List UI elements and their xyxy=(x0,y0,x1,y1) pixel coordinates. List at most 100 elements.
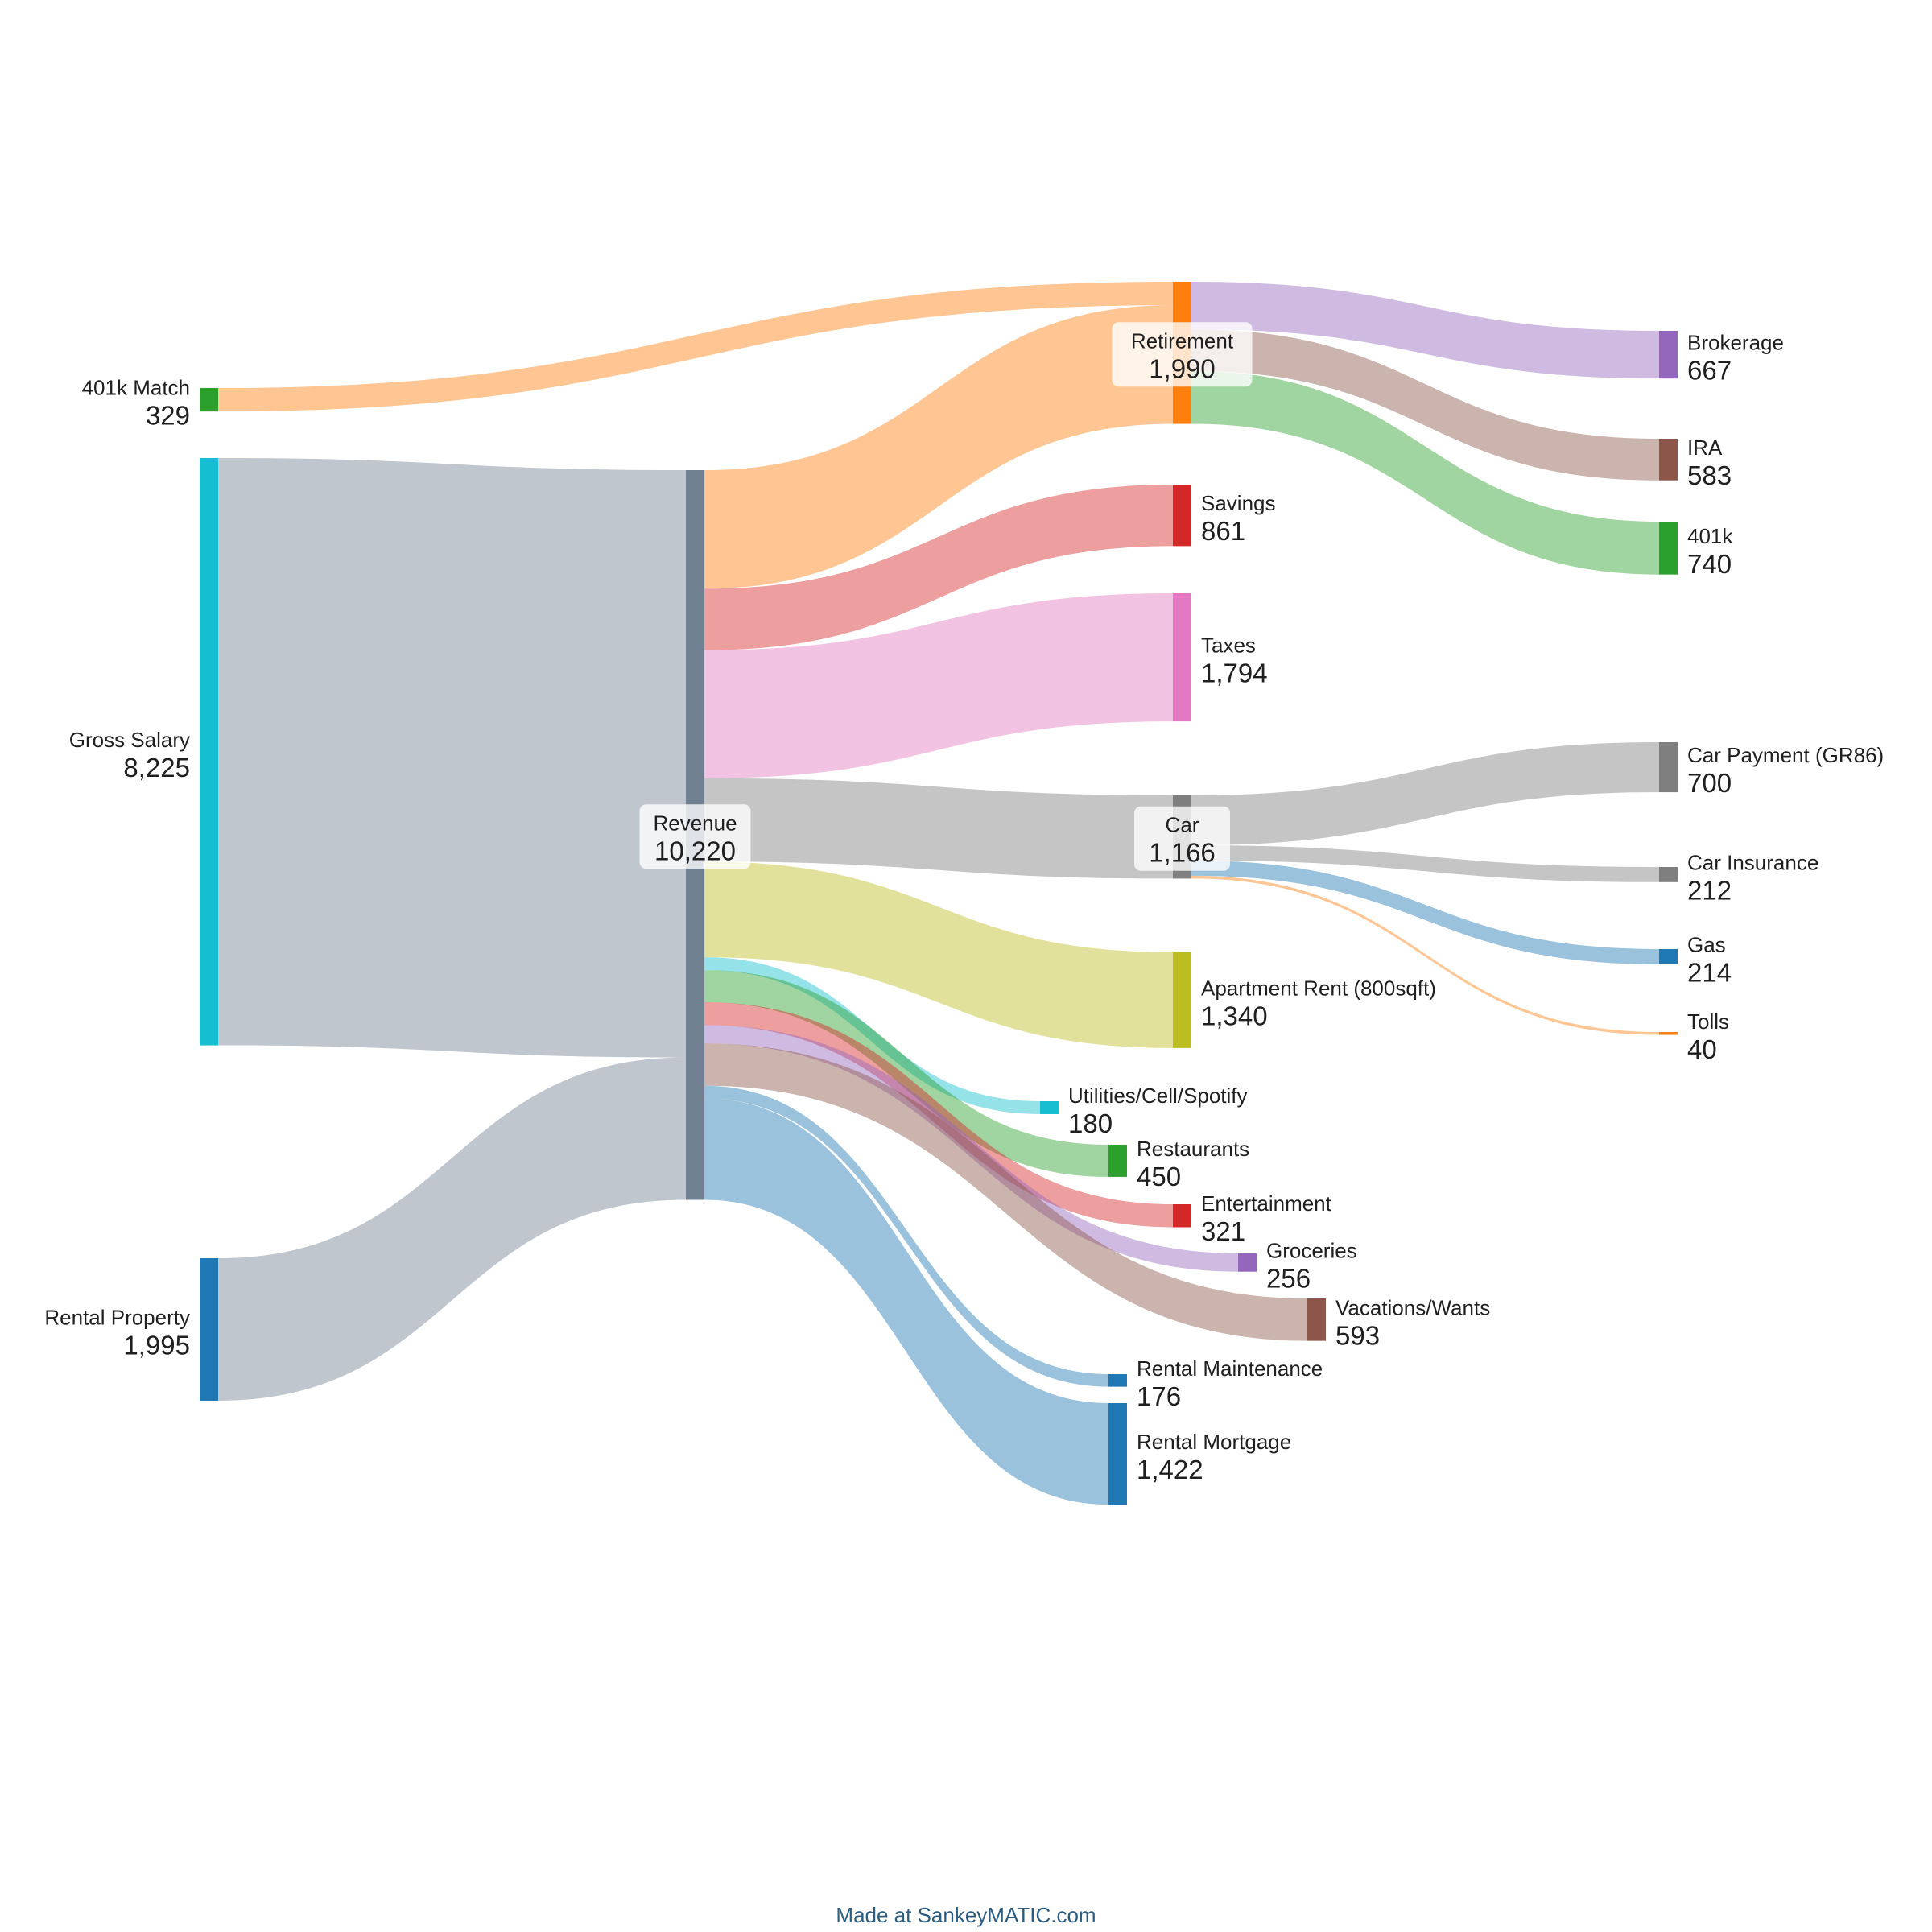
flow-revenue-to-vacations-wants[interactable] xyxy=(704,1043,1307,1341)
node-value-taxes: 1,794 xyxy=(1201,658,1268,688)
flow-rental-property-to-revenue[interactable] xyxy=(218,1057,686,1401)
node-label-rental-maintenance: Rental Maintenance xyxy=(1137,1356,1323,1381)
flow-retirement-to-brokerage[interactable] xyxy=(1191,282,1659,379)
node-401k-match[interactable] xyxy=(200,388,218,412)
node-taxes[interactable] xyxy=(1173,593,1191,722)
flow-revenue-to-utilities-cell-spotify[interactable] xyxy=(704,957,1040,1114)
node-restaurants[interactable] xyxy=(1108,1145,1127,1177)
flow-revenue-to-taxes[interactable] xyxy=(704,593,1173,778)
node-tolls[interactable] xyxy=(1659,1032,1678,1035)
node-value-brokerage: 667 xyxy=(1687,356,1732,386)
node-value-utilities-cell-spotify: 180 xyxy=(1068,1108,1113,1138)
node-value-car: 1,166 xyxy=(1149,838,1216,868)
node-401k[interactable] xyxy=(1659,522,1678,575)
node-value-savings: 861 xyxy=(1201,516,1245,546)
label-apartment-rent-800sqft: Apartment Rent (800sqft)1,340 xyxy=(1201,976,1436,1030)
node-label-brokerage: Brokerage xyxy=(1687,331,1784,355)
node-label-retirement: Retirement xyxy=(1131,328,1234,353)
node-value-retirement: 1,990 xyxy=(1149,353,1216,383)
node-utilities-cell-spotify[interactable] xyxy=(1040,1101,1059,1114)
node-label-utilities-cell-spotify: Utilities/Cell/Spotify xyxy=(1068,1084,1248,1108)
flow-retirement-to-ira[interactable] xyxy=(1191,329,1659,481)
node-value-groceries: 256 xyxy=(1266,1263,1311,1293)
node-value-401k: 740 xyxy=(1687,549,1732,579)
label-background xyxy=(1134,806,1230,871)
node-label-tolls: Tolls xyxy=(1687,1009,1729,1034)
node-savings[interactable] xyxy=(1173,485,1191,547)
node-label-entertainment: Entertainment xyxy=(1201,1191,1332,1216)
node-label-rental-mortgage: Rental Mortgage xyxy=(1137,1430,1291,1454)
flow-car-to-car-insurance[interactable] xyxy=(1191,845,1659,882)
flow-gross-salary-to-revenue[interactable] xyxy=(218,458,686,1058)
flow-revenue-to-restaurants[interactable] xyxy=(704,970,1108,1177)
node-gas[interactable] xyxy=(1659,949,1678,964)
flow-revenue-to-retirement[interactable] xyxy=(704,305,1173,589)
node-label-savings: Savings xyxy=(1201,491,1276,515)
node-rental-maintenance[interactable] xyxy=(1108,1374,1127,1387)
node-label-revenue: Revenue xyxy=(653,811,737,835)
node-rental-property[interactable] xyxy=(200,1258,218,1401)
node-car-payment-gr86[interactable] xyxy=(1659,742,1678,793)
node-value-gas: 214 xyxy=(1687,957,1732,987)
flow-revenue-to-rental-mortgage[interactable] xyxy=(704,1098,1108,1505)
node-apartment-rent-800sqft[interactable] xyxy=(1173,952,1191,1048)
flow-car-to-car-payment-gr86[interactable] xyxy=(1191,742,1659,846)
flow-revenue-to-rental-maintenance[interactable] xyxy=(704,1085,1108,1387)
label-background xyxy=(1112,322,1253,387)
flow-revenue-to-groceries[interactable] xyxy=(704,1025,1238,1272)
node-label-401k: 401k xyxy=(1687,524,1733,548)
node-value-rental-property: 1,995 xyxy=(123,1330,190,1360)
flow-revenue-to-apartment-rent-800sqft[interactable] xyxy=(704,861,1173,1048)
flow-car-to-gas[interactable] xyxy=(1191,860,1659,964)
node-label-gross-salary: Gross Salary xyxy=(69,728,190,752)
node-label-taxes: Taxes xyxy=(1201,634,1256,658)
node-rental-mortgage[interactable] xyxy=(1108,1403,1127,1505)
label-background xyxy=(639,804,751,869)
node-label-car-insurance: Car Insurance xyxy=(1687,850,1818,874)
node-value-revenue: 10,220 xyxy=(654,836,736,865)
node-value-ira: 583 xyxy=(1687,460,1732,490)
node-value-tolls: 40 xyxy=(1687,1034,1717,1064)
label-car-payment-gr86: Car Payment (GR86)700 xyxy=(1687,743,1884,798)
node-label-car: Car xyxy=(1166,813,1199,837)
node-value-car-insurance: 212 xyxy=(1687,875,1732,905)
flow-401k-match-to-retirement[interactable] xyxy=(218,282,1173,412)
sankeymatic-credit[interactable]: Made at SankeyMATIC.com xyxy=(836,1903,1096,1927)
node-value-401k-match: 329 xyxy=(146,401,190,431)
node-value-car-payment-gr86: 700 xyxy=(1687,768,1732,798)
node-ira[interactable] xyxy=(1659,439,1678,481)
node-entertainment[interactable] xyxy=(1173,1204,1191,1228)
flow-car-to-tolls[interactable] xyxy=(1191,875,1659,1035)
node-value-rental-maintenance: 176 xyxy=(1137,1381,1181,1411)
node-vacations-wants[interactable] xyxy=(1307,1298,1326,1341)
node-groceries[interactable] xyxy=(1238,1253,1257,1272)
node-gross-salary[interactable] xyxy=(200,458,218,1046)
node-value-rental-mortgage: 1,422 xyxy=(1137,1455,1203,1484)
flow-revenue-to-entertainment[interactable] xyxy=(704,1001,1173,1228)
flow-revenue-to-car[interactable] xyxy=(704,778,1173,879)
sankey-links xyxy=(218,282,1659,1505)
node-label-groceries: Groceries xyxy=(1266,1238,1357,1262)
flow-retirement-to-401k[interactable] xyxy=(1191,370,1659,575)
node-value-gross-salary: 8,225 xyxy=(123,753,190,782)
node-car-insurance[interactable] xyxy=(1659,867,1678,882)
node-value-restaurants: 450 xyxy=(1137,1162,1181,1191)
flow-revenue-to-savings[interactable] xyxy=(704,485,1173,650)
node-brokerage[interactable] xyxy=(1659,331,1678,379)
